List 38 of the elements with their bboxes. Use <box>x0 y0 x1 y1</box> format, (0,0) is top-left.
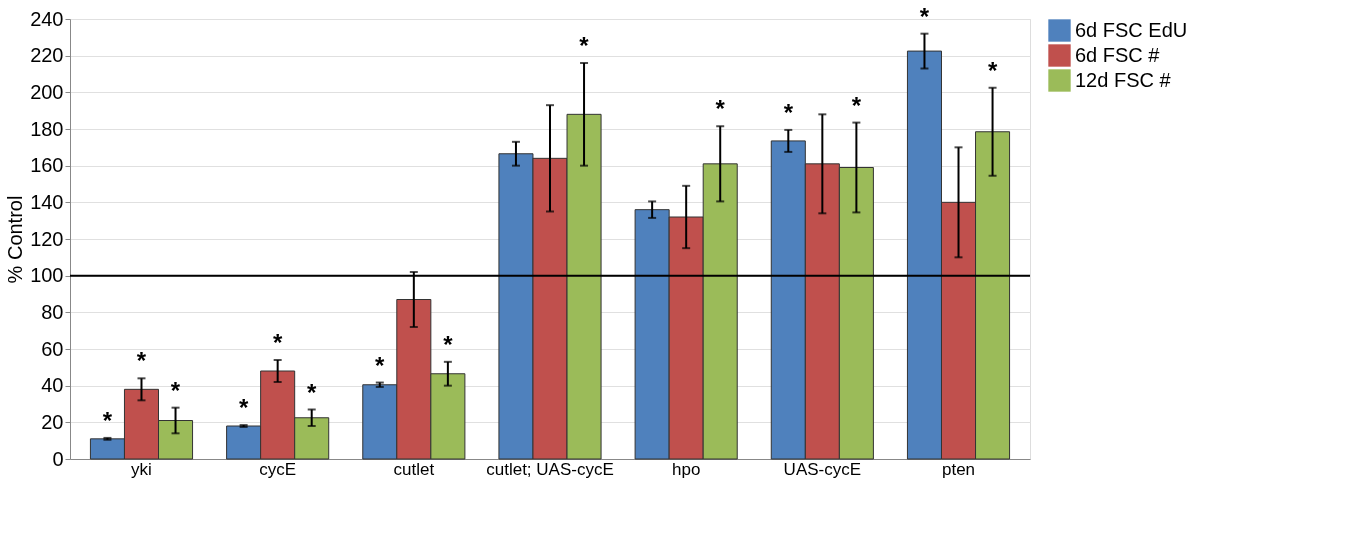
data-label: * <box>443 330 454 358</box>
data-label: * <box>987 56 998 84</box>
data-label: * <box>783 98 794 126</box>
y-tick-label: 160 <box>30 154 64 177</box>
y-tick-label: 20 <box>41 410 64 433</box>
y-tick-label: 40 <box>41 374 64 397</box>
y-tick-label: 240 <box>30 7 64 30</box>
data-label: * <box>715 95 726 123</box>
x-tick-label: hpo <box>671 459 701 479</box>
y-tick-label: 0 <box>52 447 64 470</box>
data-label: * <box>136 347 147 375</box>
data-label: * <box>919 2 930 30</box>
data-label: * <box>307 378 318 406</box>
data-label: * <box>375 351 386 379</box>
legend-label: 6d FSC EdU <box>1075 18 1188 41</box>
x-tick-label: cycE <box>259 459 297 479</box>
y-tick-label: 180 <box>30 117 64 140</box>
y-tick-label: 220 <box>30 44 64 67</box>
data-label: * <box>238 394 249 422</box>
y-tick-label: 60 <box>41 337 64 360</box>
y-tick-label: 200 <box>30 80 64 103</box>
x-tick-label: yki <box>131 459 152 479</box>
y-axis-title: % Control <box>4 195 27 284</box>
x-tick-label: UAS-cycE <box>783 459 862 479</box>
legend-label: 12d FSC # <box>1075 68 1172 91</box>
data-label: * <box>102 406 113 434</box>
data-label: * <box>170 376 181 404</box>
y-tick-label: 120 <box>30 227 64 250</box>
x-tick-label: cutlet; UAS-cycE <box>486 459 614 479</box>
legend-label: 6d FSC # <box>1075 43 1161 66</box>
x-tick-label: cutlet <box>393 459 435 479</box>
y-tick-label: 140 <box>30 190 64 213</box>
y-tick-label: 80 <box>41 300 64 323</box>
data-label: * <box>579 32 590 59</box>
data-label: * <box>272 329 283 356</box>
x-tick-label: pten <box>941 459 976 479</box>
data-label: * <box>851 91 862 119</box>
y-tick-label: 100 <box>30 264 64 287</box>
